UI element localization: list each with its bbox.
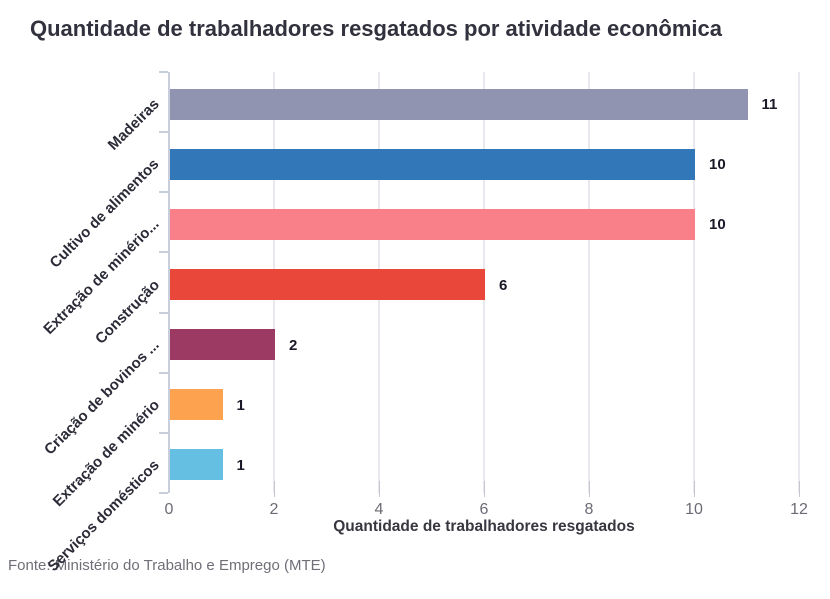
bar[interactable]	[170, 269, 485, 300]
x-tick-label: 2	[269, 501, 279, 518]
x-tick-label: 8	[584, 501, 594, 518]
category-label: Construção	[91, 276, 163, 348]
x-axis-tick	[274, 481, 275, 497]
x-tick-label: 6	[479, 501, 489, 518]
x-axis-tick	[589, 481, 590, 497]
chart-title: Quantidade de trabalhadores resgatados p…	[30, 16, 722, 41]
x-tick-label: 12	[790, 501, 808, 518]
x-axis-tick	[484, 481, 485, 497]
source-footer: Fonte: Ministério do Trabalho e Emprego …	[8, 557, 326, 574]
bar-value-label: 1	[236, 456, 245, 474]
bar[interactable]	[170, 389, 223, 421]
bar-value-label: 10	[709, 216, 726, 234]
category-label: Madeiras	[104, 95, 163, 154]
y-axis-tick	[159, 431, 168, 434]
category-label: Criação de bovinos ...	[41, 336, 163, 458]
y-axis-tick	[159, 251, 168, 254]
x-axis-tick	[799, 481, 800, 497]
y-axis-tick	[159, 131, 168, 134]
y-axis-tick	[159, 311, 168, 314]
y-axis-tick	[159, 71, 168, 73]
bar[interactable]	[170, 329, 275, 361]
gridline	[588, 72, 590, 493]
bar[interactable]	[170, 148, 695, 180]
y-axis-tick	[159, 191, 168, 194]
category-label: Cultivo de alimentos	[46, 155, 163, 272]
bar[interactable]	[170, 88, 748, 120]
gridline	[693, 72, 695, 493]
bar-value-label: 1	[236, 396, 245, 414]
bar-value-label: 2	[289, 336, 298, 354]
bar-value-label: 6	[499, 276, 508, 294]
x-axis-tick	[379, 481, 380, 497]
bar-value-label: 10	[709, 156, 726, 174]
x-axis-tick	[694, 481, 695, 497]
category-label: Extração de minério...	[40, 215, 163, 339]
x-tick-label: 4	[374, 501, 384, 518]
category-label: Extração de minério	[49, 396, 163, 510]
bar-value-label: 11	[761, 96, 778, 114]
gridline	[798, 72, 800, 493]
x-tick-label: 0	[164, 501, 174, 518]
y-axis-line	[168, 72, 170, 493]
x-tick-label: 10	[685, 501, 703, 518]
bar[interactable]	[170, 449, 223, 481]
bar[interactable]	[170, 208, 695, 240]
x-axis-title: Quantidade de trabalhadores resgatados	[333, 518, 635, 535]
y-axis-tick	[159, 371, 168, 374]
y-axis-tick	[159, 492, 168, 494]
